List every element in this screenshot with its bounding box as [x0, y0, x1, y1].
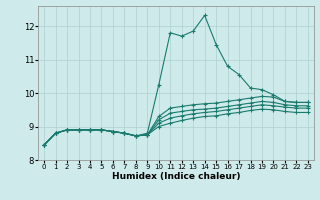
X-axis label: Humidex (Indice chaleur): Humidex (Indice chaleur): [112, 172, 240, 181]
